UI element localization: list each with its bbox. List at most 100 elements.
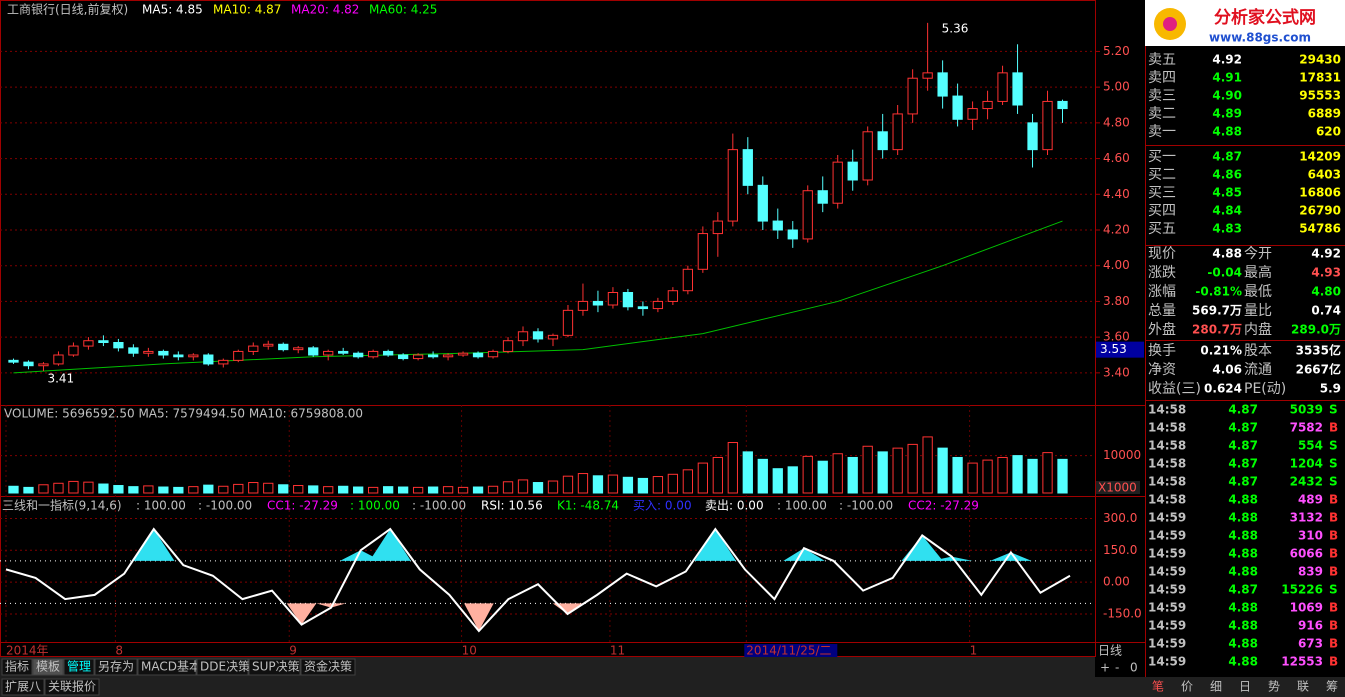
trade-time: 14:59 bbox=[1148, 655, 1186, 669]
order-label: 买二 bbox=[1148, 167, 1176, 183]
stat-label: 最高 bbox=[1244, 264, 1272, 281]
volume-bar bbox=[1042, 452, 1053, 494]
candle-body bbox=[607, 292, 619, 306]
tab[interactable] bbox=[1, 678, 45, 696]
volume-bar bbox=[997, 456, 1008, 494]
order-volume: 6889 bbox=[1308, 107, 1341, 121]
volume-bar bbox=[727, 442, 738, 494]
stat-value: 0.624 bbox=[1204, 382, 1242, 396]
tab-label[interactable]: DDE决策 bbox=[200, 660, 250, 674]
volume-bar bbox=[487, 485, 499, 494]
side-tab[interactable]: 联 bbox=[1297, 680, 1309, 694]
zoom-button[interactable]: - bbox=[1115, 661, 1119, 675]
y-tick-label: 300.0 bbox=[1103, 511, 1137, 525]
side-tab[interactable]: 筹 bbox=[1326, 680, 1338, 694]
volume-bar bbox=[353, 486, 364, 494]
order-price: 4.84 bbox=[1212, 204, 1242, 218]
volume-bar bbox=[158, 486, 169, 494]
y-tick-label: -150.0 bbox=[1103, 606, 1142, 620]
volume-bar bbox=[502, 481, 514, 494]
volume-bar bbox=[323, 486, 334, 494]
candle-body bbox=[547, 334, 559, 340]
candle-body bbox=[323, 350, 334, 356]
trade-volume: 1069 bbox=[1290, 601, 1323, 615]
trade-time: 14:59 bbox=[1148, 565, 1186, 579]
zoom-button[interactable]: 0 bbox=[1130, 661, 1138, 675]
candle-body bbox=[967, 108, 978, 120]
volume-bar bbox=[712, 456, 723, 494]
candle-body bbox=[338, 350, 349, 354]
trade-price: 4.87 bbox=[1228, 421, 1258, 435]
candle-body bbox=[233, 350, 244, 361]
side-tab[interactable]: 日 bbox=[1239, 680, 1251, 694]
tab[interactable] bbox=[248, 658, 301, 676]
tab[interactable] bbox=[94, 658, 138, 676]
trade-volume: 2432 bbox=[1290, 475, 1323, 489]
tab[interactable] bbox=[63, 658, 95, 676]
volume-bar bbox=[697, 462, 708, 494]
oversold-area bbox=[464, 603, 494, 631]
side-tab[interactable]: 势 bbox=[1268, 680, 1280, 694]
trade-volume: 6066 bbox=[1290, 547, 1323, 561]
volume-bar bbox=[203, 484, 214, 494]
volume-bar bbox=[757, 458, 768, 494]
zoom-button[interactable]: + bbox=[1100, 661, 1110, 675]
candle-body bbox=[397, 354, 409, 360]
order-price: 4.90 bbox=[1212, 89, 1242, 103]
indicator-header: 卖出: 0.00 bbox=[705, 499, 764, 513]
stat-label: PE(动) bbox=[1244, 381, 1286, 397]
order-label: 卖五 bbox=[1148, 52, 1176, 68]
volume-bar bbox=[173, 486, 184, 494]
logo-url: www.88gs.com bbox=[1209, 31, 1311, 45]
volume-bar bbox=[457, 486, 469, 494]
trade-time: 14:59 bbox=[1148, 529, 1186, 543]
order-label: 卖二 bbox=[1148, 106, 1176, 122]
volume-bar bbox=[338, 485, 349, 494]
candle-body bbox=[38, 363, 49, 367]
volume-bar bbox=[832, 453, 843, 494]
tab[interactable] bbox=[300, 658, 356, 676]
tab[interactable] bbox=[196, 658, 249, 676]
side-tab[interactable]: 细 bbox=[1210, 680, 1222, 694]
tab-label[interactable]: SUP决策 bbox=[252, 660, 300, 674]
order-label: 买四 bbox=[1148, 203, 1176, 219]
tab[interactable] bbox=[32, 658, 64, 676]
candle-body bbox=[382, 350, 394, 356]
y-tick-label: 4.20 bbox=[1103, 223, 1130, 237]
trade-side: B bbox=[1329, 493, 1338, 507]
indicator-header: : -100.00 bbox=[839, 499, 893, 513]
candle-body bbox=[368, 350, 379, 358]
trade-time: 14:58 bbox=[1148, 439, 1186, 453]
candle-body bbox=[697, 233, 708, 270]
candle-body bbox=[622, 292, 634, 308]
trade-time: 14:59 bbox=[1148, 619, 1186, 633]
volume-bar bbox=[622, 476, 634, 494]
tab-label[interactable]: 扩展八 bbox=[5, 680, 41, 694]
tab[interactable] bbox=[1, 658, 33, 676]
tab-label[interactable]: 模板 bbox=[36, 660, 60, 674]
tab-label[interactable]: 另存为 bbox=[98, 660, 134, 674]
tab-label[interactable]: MACD基本 bbox=[141, 660, 201, 674]
tab[interactable] bbox=[44, 678, 100, 696]
y-tick-label: 3.80 bbox=[1103, 294, 1130, 308]
tab-label[interactable]: 管理 bbox=[67, 659, 91, 674]
tab-label[interactable]: 指标 bbox=[5, 659, 29, 674]
stat-value: 3535亿 bbox=[1296, 343, 1341, 358]
side-tab[interactable]: 笔 bbox=[1152, 679, 1164, 694]
indicator-header: : 100.00 bbox=[136, 499, 186, 513]
side-tab[interactable]: 价 bbox=[1181, 680, 1193, 694]
low-label: 3.41 bbox=[47, 372, 74, 386]
order-volume: 95553 bbox=[1299, 89, 1341, 103]
stat-label: 股本 bbox=[1244, 343, 1272, 359]
tab-label[interactable]: 资金决策 bbox=[304, 659, 352, 674]
volume-multiplier: X1000 bbox=[1098, 481, 1137, 495]
tab-label[interactable]: 关联报价 bbox=[48, 679, 96, 694]
tab-bar bbox=[0, 677, 1345, 697]
order-volume: 6403 bbox=[1308, 168, 1341, 182]
candle-body bbox=[308, 347, 319, 356]
volume-bar bbox=[952, 456, 963, 494]
candle-body bbox=[787, 229, 798, 240]
order-volume: 26790 bbox=[1299, 204, 1341, 218]
tab[interactable] bbox=[137, 658, 197, 676]
stat-value: 289.0万 bbox=[1291, 323, 1341, 337]
